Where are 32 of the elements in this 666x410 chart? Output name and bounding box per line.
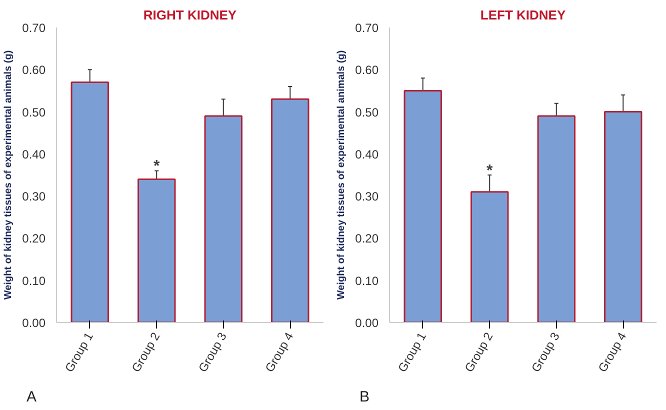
- y-tick-label: 0.20: [355, 232, 379, 246]
- y-tick-label: 0.60: [355, 63, 379, 78]
- y-tick-label: 0.30: [22, 190, 46, 204]
- bar: [70, 82, 109, 322]
- y-tick-label: 0.70: [355, 21, 379, 35]
- text: B: [360, 388, 370, 406]
- y-axis-title: Weight of kidney tissues of experimental animals (g): [336, 50, 348, 300]
- y-tick-label: 0.20: [22, 232, 46, 246]
- y-tick-label: 0.40: [22, 147, 46, 162]
- y-axis-title: Weight of kidney tissues of experimental animals (g): [3, 50, 14, 300]
- text: A: [26, 388, 37, 406]
- y-tick-label: 0.00: [22, 316, 46, 330]
- chart-title: RIGHT KIDNEY: [143, 8, 237, 22]
- bar: [404, 90, 442, 322]
- y-tick-label: 0.60: [22, 63, 46, 78]
- y-tick-label: 0.00: [355, 316, 379, 330]
- y-tick-label: 0.50: [355, 105, 379, 120]
- bar: [470, 191, 509, 322]
- bar: [537, 115, 576, 322]
- y-tick-label: 0.10: [355, 274, 379, 288]
- bar: [138, 178, 176, 322]
- bar: [204, 115, 242, 322]
- y-tick-label: 0.50: [22, 105, 46, 120]
- bar: [604, 111, 642, 322]
- bar: [271, 98, 310, 322]
- y-tick-label: 0.70: [22, 21, 46, 35]
- y-tick-label: 0.10: [22, 274, 46, 288]
- chart-title: LEFT KIDNEY: [480, 8, 566, 22]
- annotation: *: [154, 158, 161, 176]
- annotation: *: [486, 162, 494, 180]
- y-tick-label: 0.30: [355, 190, 379, 204]
- y-tick-label: 0.40: [355, 147, 379, 162]
